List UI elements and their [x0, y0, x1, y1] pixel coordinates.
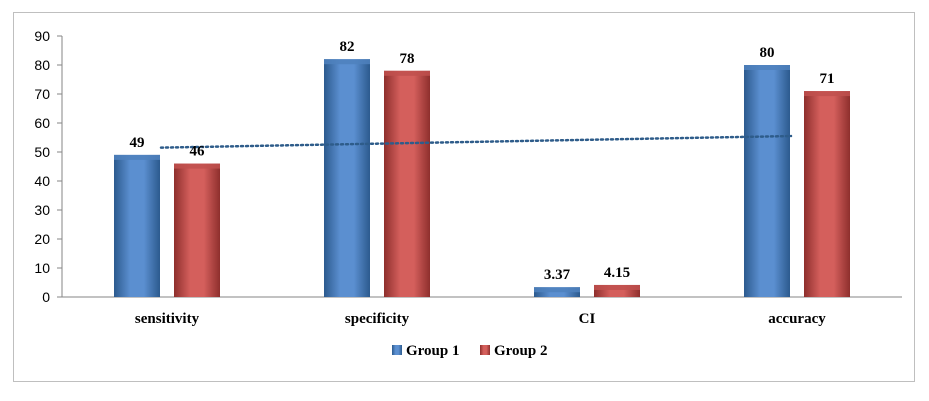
category-label: accuracy	[768, 311, 826, 327]
y-tick-label: 60	[34, 115, 50, 131]
data-label: 71	[820, 71, 835, 87]
y-tick-label: 80	[34, 57, 50, 73]
category-label: specificity	[345, 311, 410, 327]
bar-cap	[324, 59, 370, 65]
bar-cap	[744, 65, 790, 70]
data-label: 3.37	[544, 267, 571, 283]
trendline	[159, 134, 793, 149]
bar-group-2-sensitivity	[174, 163, 220, 297]
data-label: 82	[340, 39, 355, 55]
bar-cap	[114, 154, 160, 160]
bar-group-1-sensitivity	[114, 154, 160, 297]
y-tick-label: 20	[34, 231, 50, 247]
bar-cap	[384, 70, 430, 76]
legend-swatch	[480, 345, 490, 355]
bars	[114, 59, 850, 298]
y-tick-label: 50	[34, 144, 50, 160]
y-axis-ticks: 0 10 20 30 40 50 60 70 80 90	[34, 28, 62, 305]
y-tick-label: 70	[34, 86, 50, 102]
bar-cap	[174, 163, 220, 169]
data-label: 46	[190, 144, 206, 160]
bar-cap	[534, 287, 580, 293]
bar-group-2-accuracy	[804, 91, 850, 297]
y-tick-label: 40	[34, 173, 50, 189]
y-tick-label: 10	[34, 260, 50, 276]
y-tick-label: 0	[42, 289, 50, 305]
bar-group-2-specificity	[384, 70, 430, 297]
y-tick-label: 30	[34, 202, 50, 218]
data-label: 80	[760, 45, 775, 61]
data-label: 49	[130, 135, 145, 151]
bar-chart: 0 10 20 30 40 50 60 70 80 90 49 46 82 78 3.37 4.15 80 71…	[34, 28, 902, 359]
legend-label: Group 1	[406, 343, 460, 359]
data-label: 78	[400, 51, 415, 67]
chart-frame: 0 10 20 30 40 50 60 70 80 90 49 46 82 78 3.37 4.15 80 71…	[13, 12, 915, 382]
data-label: 4.15	[604, 265, 630, 281]
category-label: CI	[579, 311, 596, 327]
trendline-group-1	[159, 134, 793, 149]
legend: Group 1 Group 2	[392, 343, 548, 359]
legend-swatch	[392, 345, 402, 355]
bar-group-1-specificity	[324, 59, 370, 298]
bar-cap	[594, 284, 640, 290]
data-labels: 49 46 82 78 3.37 4.15 80 71	[130, 39, 835, 283]
x-axis-labels: sensitivity specificity CI accuracy	[135, 311, 826, 327]
category-label: sensitivity	[135, 311, 200, 327]
legend-label: Group 2	[494, 343, 548, 359]
bar-group-1-accuracy	[744, 65, 790, 297]
bar-cap	[804, 91, 850, 97]
y-tick-label: 90	[34, 28, 50, 44]
